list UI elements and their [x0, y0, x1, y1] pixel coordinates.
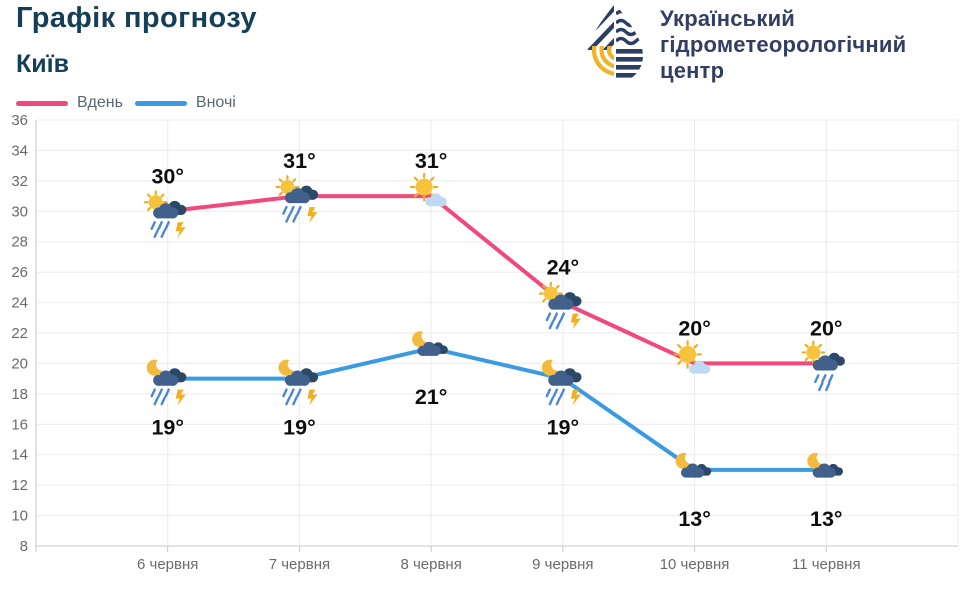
point-label: 19° [283, 416, 316, 440]
forecast-chart: 8 10 12 14 16 18 20 22 24 26 28 30 32 34 36 6 червня 7 ч… [11, 112, 959, 573]
legend: Вдень Вночі [16, 94, 236, 112]
night-line-swatch [134, 100, 187, 106]
legend-item-day[interactable]: Вдень [16, 94, 123, 112]
point-label: 21° [415, 385, 448, 409]
weather-icon-partly-day [409, 172, 447, 207]
org-name-line: Український [660, 6, 796, 31]
x-axis-label: 7 червня [269, 556, 330, 573]
legend-item-night[interactable]: Вночі [134, 94, 236, 112]
y-axis-tick-label: 22 [11, 325, 28, 342]
weather-icon-partly-day [673, 340, 711, 374]
legend-label-day: Вдень [77, 94, 123, 111]
y-axis-tick-label: 12 [11, 477, 28, 494]
point-label: 19° [151, 416, 184, 440]
point-label: 19° [547, 416, 580, 440]
weather-icon-thunder-day [143, 190, 187, 239]
x-axis-label: 10 червня [660, 556, 730, 573]
y-axis-tick-label: 10 [11, 508, 28, 525]
city-subtitle: Київ [16, 50, 70, 78]
day-line-swatch [16, 100, 68, 106]
y-axis-tick-label: 28 [11, 234, 28, 251]
weather-icon-thunder-day [275, 175, 319, 224]
org-name-line: гідрометеорологічний [660, 32, 907, 57]
point-label: 31° [415, 149, 448, 173]
legend-label-night: Вночі [195, 94, 236, 111]
weather-icon-thunder-night [146, 359, 187, 406]
x-axis-label: 9 червня [532, 556, 593, 573]
series-line-Вночі [165, 346, 829, 472]
series-line-Вдень [165, 194, 829, 366]
y-axis-tick-label: 26 [11, 264, 28, 281]
page-title: Графік прогнозу [16, 2, 257, 34]
x-axis-label: 8 червня [400, 556, 461, 573]
weather-icon-cloud-night [412, 331, 448, 356]
weather-icon-thunder-night [541, 359, 582, 406]
y-axis-tick-label: 30 [11, 203, 28, 220]
point-label: 20° [678, 316, 711, 340]
point-label: 13° [810, 507, 843, 531]
org-name: Український гідрометеорологічний центр [660, 6, 906, 84]
y-axis-tick-label: 16 [11, 416, 28, 433]
org-name-line: центр [660, 58, 725, 83]
y-axis-tick-label: 14 [11, 447, 28, 464]
y-axis-tick-label: 34 [11, 142, 28, 159]
point-label: 13° [678, 507, 711, 531]
org-logo-icon [578, 0, 652, 89]
y-axis-tick-label: 18 [11, 386, 28, 403]
point-label: 31° [283, 149, 316, 173]
y-axis-tick-label: 32 [11, 173, 28, 190]
weather-icon-thunder-day [538, 281, 582, 330]
point-label: 24° [547, 256, 580, 280]
x-axis-label: 11 червня [792, 556, 861, 573]
point-label: 30° [151, 164, 184, 188]
weather-icon-thunder-night [278, 359, 319, 406]
weather-icon-rain-day [801, 340, 845, 392]
y-axis-tick-label: 20 [11, 355, 28, 372]
point-label: 20° [810, 316, 843, 340]
x-axis-label: 6 червня [137, 556, 198, 573]
y-axis-tick-label: 36 [11, 112, 28, 129]
y-axis-tick-label: 24 [11, 295, 28, 312]
y-axis-tick-label: 8 [20, 538, 28, 555]
weather-icon-cloud-night [675, 452, 712, 478]
weather-icon-cloud-night [807, 452, 843, 478]
